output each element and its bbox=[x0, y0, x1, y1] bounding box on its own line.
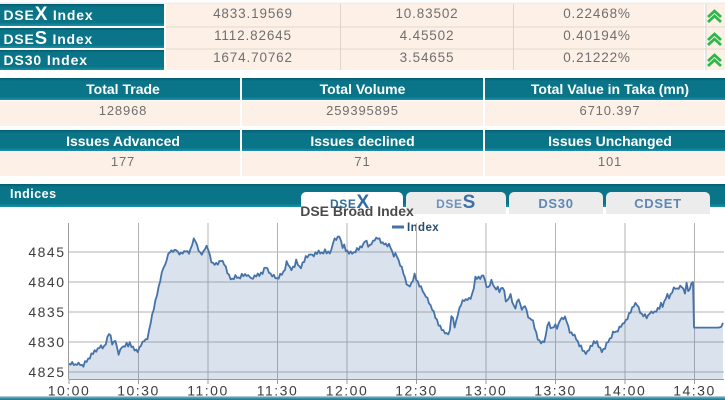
svg-text:13:30: 13:30 bbox=[534, 383, 577, 399]
svg-text:14:30: 14:30 bbox=[673, 383, 716, 399]
svg-text:10:00: 10:00 bbox=[48, 383, 91, 399]
svg-text:Index: Index bbox=[407, 222, 439, 234]
svg-text:11:30: 11:30 bbox=[257, 383, 299, 399]
svg-text:12:00: 12:00 bbox=[326, 383, 369, 399]
svg-text:4845: 4845 bbox=[28, 244, 65, 260]
svg-text:DSE Broad Index: DSE Broad Index bbox=[300, 203, 414, 219]
svg-text:10:30: 10:30 bbox=[117, 383, 160, 399]
svg-text:12:30: 12:30 bbox=[395, 383, 438, 399]
svg-text:14:00: 14:00 bbox=[604, 383, 647, 399]
svg-text:13:00: 13:00 bbox=[465, 383, 508, 399]
svg-text:4830: 4830 bbox=[28, 334, 65, 350]
svg-text:4835: 4835 bbox=[28, 304, 65, 320]
svg-text:11:00: 11:00 bbox=[187, 383, 229, 399]
svg-text:4840: 4840 bbox=[28, 274, 65, 290]
svg-text:4825: 4825 bbox=[28, 364, 65, 380]
